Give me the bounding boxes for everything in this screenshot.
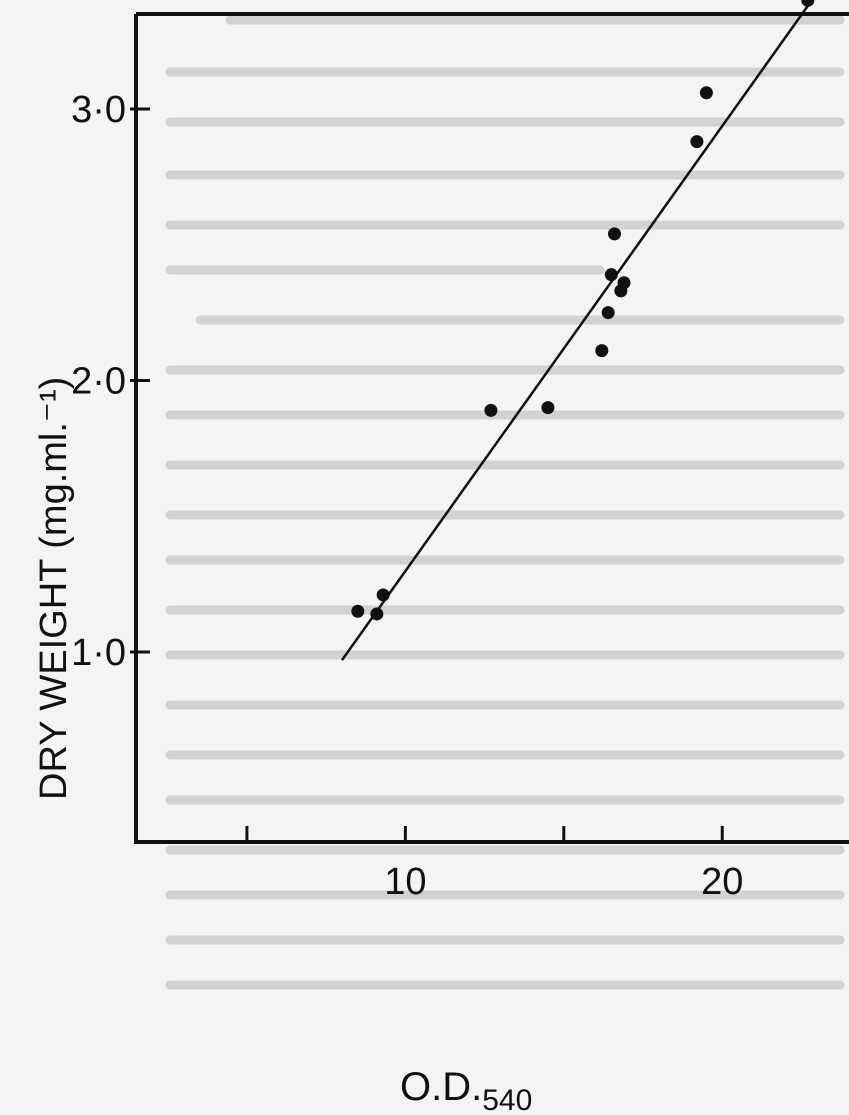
y-tick-label: 2·0 <box>71 360 126 402</box>
data-point <box>699 86 713 100</box>
axis-ticks <box>130 107 724 842</box>
data-point <box>595 344 609 358</box>
data-point <box>370 607 384 621</box>
data-point <box>608 227 622 241</box>
data-point <box>604 268 618 282</box>
data-point <box>351 604 365 618</box>
regression-line <box>340 5 809 661</box>
data-point <box>601 306 615 320</box>
x-axis-label-subscript: 540 <box>482 1084 532 1115</box>
y-tick-label: 3·0 <box>71 89 126 131</box>
data-point <box>801 0 815 7</box>
tick-labels: 10 20 1·0 2·0 3·0 <box>71 89 743 903</box>
data-points <box>351 0 815 621</box>
data-point <box>484 403 498 417</box>
x-axis-label: O.D.540 <box>400 1065 532 1115</box>
data-point <box>376 588 390 602</box>
y-axis-label: DRY WEIGHT (mg.ml.⁻¹) <box>33 377 75 800</box>
x-tick-label: 10 <box>384 861 426 903</box>
x-tick-label: 20 <box>701 861 743 903</box>
data-point <box>541 401 555 415</box>
x-axis-label-main: O.D. <box>400 1065 482 1109</box>
y-tick-label: 1·0 <box>71 632 126 674</box>
data-point <box>690 135 704 149</box>
data-point <box>617 276 631 290</box>
regression-line-group <box>340 5 809 661</box>
axis-frame <box>134 12 849 844</box>
